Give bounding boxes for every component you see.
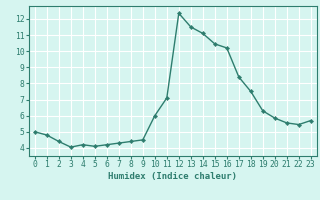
X-axis label: Humidex (Indice chaleur): Humidex (Indice chaleur) <box>108 172 237 181</box>
